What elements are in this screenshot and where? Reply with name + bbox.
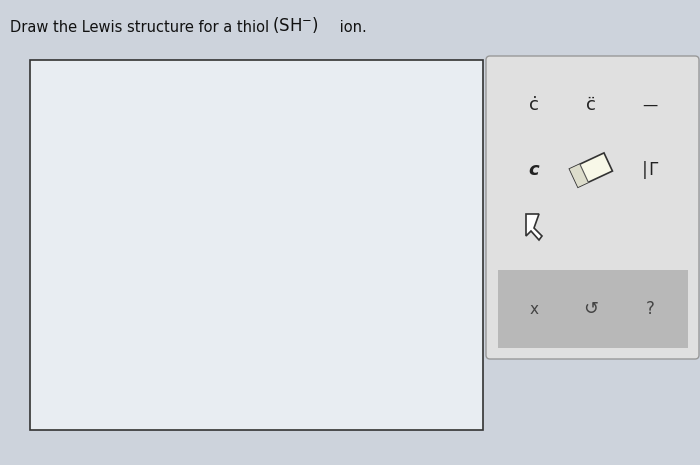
Text: ion.: ion. (335, 20, 367, 35)
Text: ċ: ċ (529, 96, 539, 114)
Bar (30, 60, 483, 430)
Text: c: c (528, 161, 539, 179)
Text: Draw the Lewis structure for a thiol: Draw the Lewis structure for a thiol (10, 20, 274, 35)
Text: c̈: c̈ (586, 96, 596, 114)
Text: ?: ? (645, 300, 654, 318)
Text: |Γ: |Γ (640, 161, 660, 179)
Text: ↺: ↺ (583, 300, 598, 318)
Polygon shape (526, 214, 542, 240)
Text: x: x (529, 301, 538, 317)
Polygon shape (570, 164, 588, 187)
Text: $\left(\mathregular{SH}^{-}\right)$: $\left(\mathregular{SH}^{-}\right)$ (272, 15, 319, 35)
Bar (498, 270, 688, 348)
Polygon shape (570, 153, 612, 187)
Text: —: — (643, 98, 657, 113)
FancyBboxPatch shape (486, 56, 699, 359)
